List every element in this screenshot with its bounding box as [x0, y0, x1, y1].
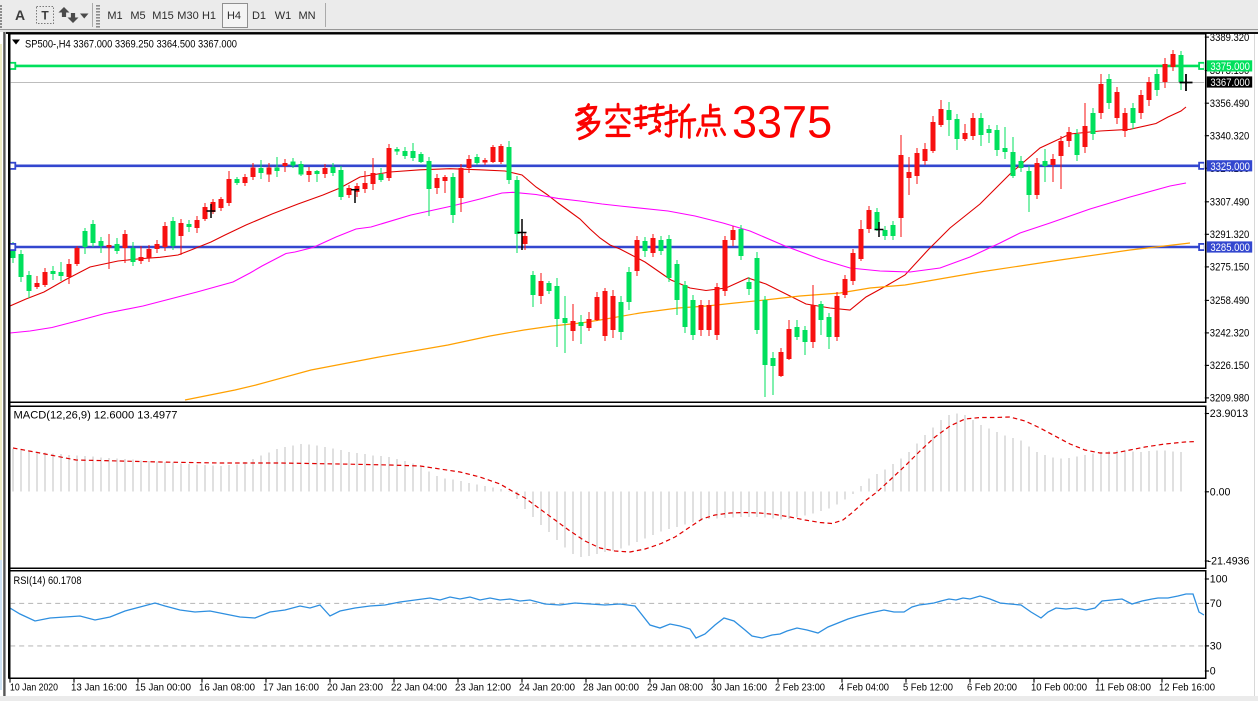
svg-text:70: 70	[1210, 598, 1222, 610]
svg-text:M30: M30	[177, 10, 198, 22]
svg-text:3325.000: 3325.000	[1210, 161, 1250, 173]
svg-text:10 Feb 00:00: 10 Feb 00:00	[1031, 683, 1087, 694]
svg-text:13 Jan 16:00: 13 Jan 16:00	[71, 683, 127, 694]
svg-text:20 Jan 23:00: 20 Jan 23:00	[327, 683, 383, 694]
svg-text:3291.320: 3291.320	[1210, 229, 1250, 241]
svg-text:15 Jan 00:00: 15 Jan 00:00	[135, 683, 191, 694]
svg-text:3285.000: 3285.000	[1210, 242, 1250, 254]
svg-text:H1: H1	[202, 10, 216, 22]
svg-text:SP500-,H4 3367.000 3369.250 3: SP500-,H4 3367.000 3369.250 3364.500 336…	[25, 39, 237, 51]
svg-text:-21.4936: -21.4936	[1208, 556, 1250, 568]
svg-text:3307.490: 3307.490	[1210, 197, 1250, 209]
svg-text:M1: M1	[107, 10, 122, 22]
svg-text:W1: W1	[275, 10, 292, 22]
svg-text:3389.320: 3389.320	[1210, 32, 1250, 44]
svg-text:3242.320: 3242.320	[1210, 328, 1250, 340]
svg-text:3258.490: 3258.490	[1210, 295, 1250, 307]
svg-text:30: 30	[1210, 641, 1222, 653]
svg-text:3356.490: 3356.490	[1210, 98, 1250, 110]
svg-text:3340.320: 3340.320	[1210, 130, 1250, 142]
svg-text:A: A	[15, 7, 25, 23]
svg-text:23.9013: 23.9013	[1210, 408, 1248, 420]
svg-text:MN: MN	[298, 10, 315, 22]
svg-text:4 Feb 04:00: 4 Feb 04:00	[839, 683, 889, 694]
svg-text:3367.000: 3367.000	[1210, 77, 1250, 89]
svg-text:100: 100	[1210, 574, 1228, 586]
svg-text:3275.150: 3275.150	[1210, 262, 1250, 274]
svg-text:24 Jan 20:00: 24 Jan 20:00	[519, 683, 575, 694]
svg-text:0: 0	[1210, 666, 1216, 678]
svg-text:11 Feb 08:00: 11 Feb 08:00	[1095, 683, 1151, 694]
svg-text:2 Feb 23:00: 2 Feb 23:00	[775, 683, 825, 694]
svg-text:30 Jan 16:00: 30 Jan 16:00	[711, 683, 767, 694]
svg-text:3209.980: 3209.980	[1210, 393, 1250, 405]
svg-text:MACD(12,26,9) 12.6000 13.4977: MACD(12,26,9) 12.6000 13.4977	[14, 410, 178, 422]
svg-text:28 Jan 00:00: 28 Jan 00:00	[583, 683, 639, 694]
svg-text:M5: M5	[130, 10, 145, 22]
svg-text:3375: 3375	[732, 97, 832, 148]
svg-text:RSI(14) 60.1708: RSI(14) 60.1708	[14, 575, 82, 587]
svg-text:3375.000: 3375.000	[1210, 61, 1250, 73]
svg-text:5 Feb 12:00: 5 Feb 12:00	[903, 683, 953, 694]
svg-text:29 Jan 08:00: 29 Jan 08:00	[647, 683, 703, 694]
svg-text:3226.150: 3226.150	[1210, 360, 1250, 372]
svg-text:12 Feb 16:00: 12 Feb 16:00	[1159, 683, 1215, 694]
svg-text:23 Jan 12:00: 23 Jan 12:00	[455, 683, 511, 694]
svg-text:T: T	[41, 9, 49, 23]
svg-text:16 Jan 08:00: 16 Jan 08:00	[199, 683, 255, 694]
svg-text:0.00: 0.00	[1210, 487, 1231, 499]
svg-text:17 Jan 16:00: 17 Jan 16:00	[263, 683, 319, 694]
svg-text:10 Jan 2020: 10 Jan 2020	[10, 683, 58, 694]
svg-text:D1: D1	[252, 10, 266, 22]
svg-text:H4: H4	[227, 10, 241, 22]
svg-text:6 Feb 20:00: 6 Feb 20:00	[967, 683, 1017, 694]
svg-text:22 Jan 04:00: 22 Jan 04:00	[391, 683, 447, 694]
svg-text:M15: M15	[152, 10, 173, 22]
